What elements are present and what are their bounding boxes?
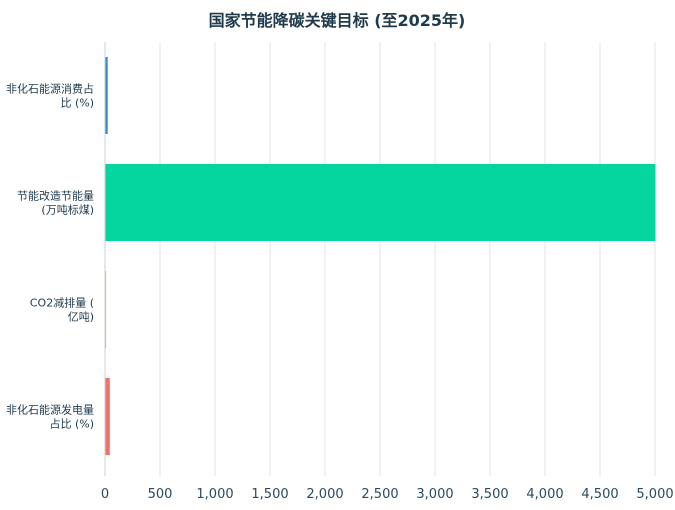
x-tick-label: 1,000 — [196, 487, 233, 502]
x-tick-label: 0 — [101, 487, 109, 502]
category-label: (万吨标煤) — [41, 203, 94, 217]
x-tick-label: 5,000 — [636, 487, 673, 502]
category-label: 占比 (%) — [49, 417, 94, 431]
x-tick-label: 4,000 — [526, 487, 563, 502]
x-tick-label: 3,500 — [471, 487, 508, 502]
category-label: CO2减排量 ( — [30, 296, 94, 310]
x-tick-label: 2,500 — [361, 487, 398, 502]
x-tick-label: 500 — [148, 487, 173, 502]
grid — [104, 42, 656, 476]
x-tick-label: 2,000 — [306, 487, 343, 502]
x-axis-ticks: 0 500 1,000 1,500 2,000 2,500 3,000 3,500 4,000 4… — [101, 487, 674, 502]
category-label: 非化石能源消费占 — [6, 82, 94, 96]
bars — [105, 56, 656, 456]
x-tick-label: 1,500 — [251, 487, 288, 502]
category-label: 亿吨) — [68, 311, 94, 324]
x-tick-label: 3,000 — [416, 487, 453, 502]
category-label: 比 (%) — [60, 97, 94, 110]
bar — [105, 377, 110, 456]
category-label: 非化石能源发电量 — [6, 403, 94, 417]
x-tick-label: 4,500 — [581, 487, 618, 502]
bar — [105, 56, 108, 135]
bar — [105, 163, 656, 242]
chart-title: 国家节能降碳关键目标 (至2025年) — [209, 11, 466, 30]
bar — [105, 270, 107, 349]
category-label: 节能改造节能量 — [17, 189, 94, 203]
